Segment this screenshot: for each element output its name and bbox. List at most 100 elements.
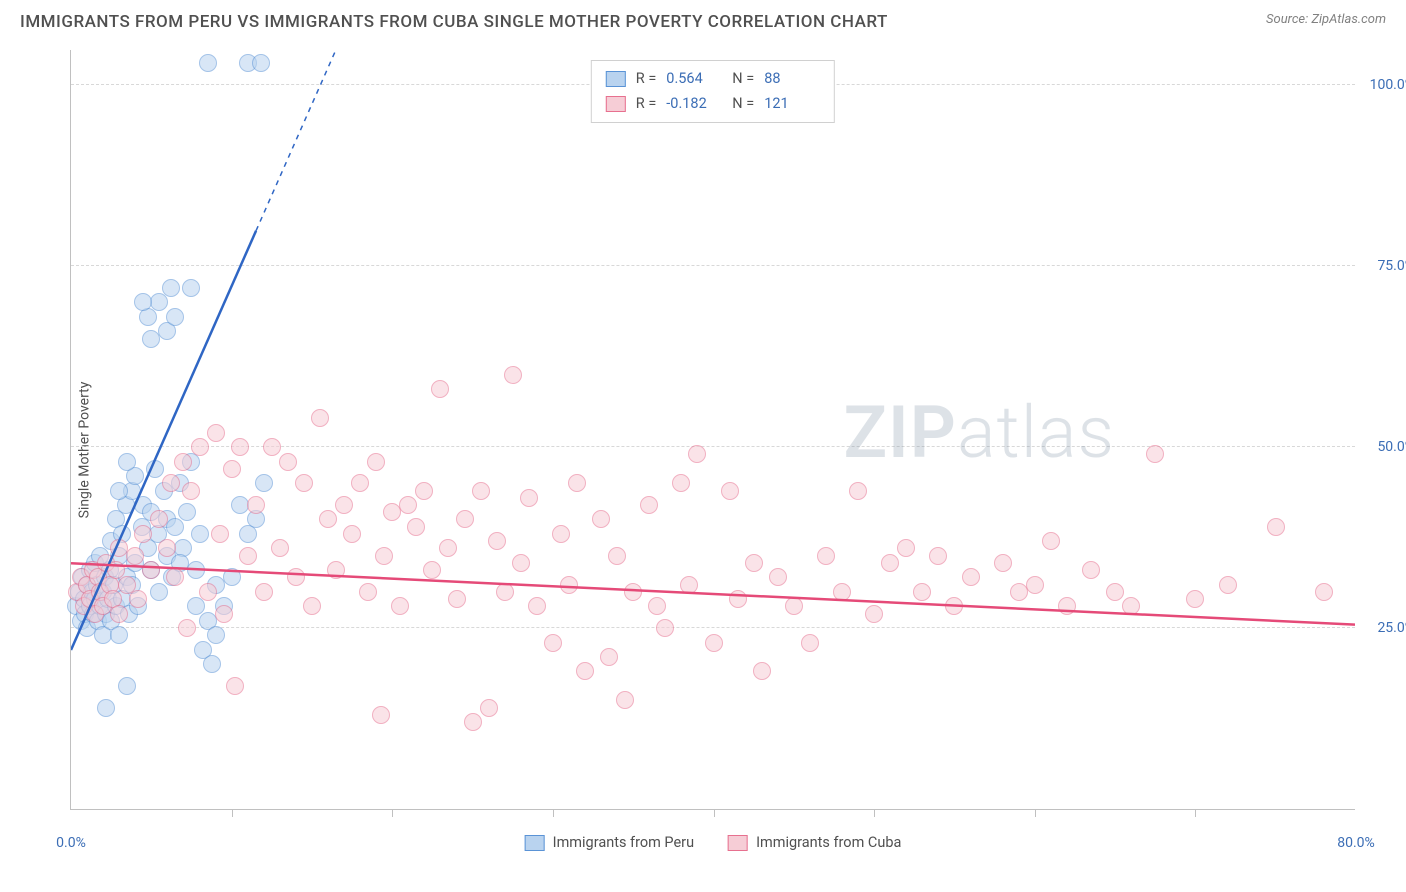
data-point	[528, 597, 546, 615]
data-point	[407, 518, 425, 536]
data-point	[252, 54, 270, 72]
x-tick	[553, 809, 554, 817]
x-tick	[232, 809, 233, 817]
x-tick	[1195, 809, 1196, 817]
data-point	[343, 525, 361, 543]
data-point	[1082, 561, 1100, 579]
data-point	[576, 662, 594, 680]
data-point	[271, 539, 289, 557]
data-point	[568, 474, 586, 492]
data-point	[126, 547, 144, 565]
r-value-peru: 0.564	[666, 67, 722, 92]
data-point	[480, 699, 498, 717]
data-point	[207, 626, 225, 644]
data-point	[391, 597, 409, 615]
series-legend: Immigrants from Peru Immigrants from Cub…	[525, 834, 902, 851]
data-point	[187, 561, 205, 579]
x-tick	[874, 809, 875, 817]
data-point	[801, 634, 819, 652]
swatch-cuba	[606, 96, 626, 112]
source-attribution: Source: ZipAtlas.com	[1266, 12, 1386, 27]
data-point	[158, 539, 176, 557]
data-point	[178, 503, 196, 521]
data-point	[150, 583, 168, 601]
y-tick-label: 75.0%	[1377, 258, 1406, 274]
data-point	[945, 597, 963, 615]
data-point	[520, 489, 538, 507]
data-point	[134, 293, 152, 311]
data-point	[239, 547, 257, 565]
data-point	[769, 568, 787, 586]
data-point	[1106, 583, 1124, 601]
data-point	[1122, 597, 1140, 615]
data-point	[705, 634, 723, 652]
data-point	[118, 677, 136, 695]
data-point	[560, 576, 578, 594]
n-label: N =	[732, 67, 754, 92]
data-point	[372, 706, 390, 724]
data-point	[464, 713, 482, 731]
data-point	[255, 583, 273, 601]
data-point	[162, 279, 180, 297]
data-point	[656, 619, 674, 637]
data-point	[897, 539, 915, 557]
data-point	[552, 525, 570, 543]
watermark-thin: atlas	[957, 390, 1115, 475]
data-point	[399, 496, 417, 514]
x-tick-label: 80.0%	[1337, 835, 1375, 851]
series-name-peru: Immigrants from Peru	[553, 834, 694, 851]
data-point	[423, 561, 441, 579]
data-point	[472, 482, 490, 500]
data-point	[311, 409, 329, 427]
data-point	[223, 460, 241, 478]
data-point	[166, 308, 184, 326]
y-tick-label: 100.0%	[1370, 77, 1406, 93]
trend-lines-layer	[71, 50, 1355, 809]
data-point	[211, 525, 229, 543]
data-point	[150, 293, 168, 311]
data-point	[223, 568, 241, 586]
data-point	[624, 583, 642, 601]
data-point	[817, 547, 835, 565]
data-point	[616, 691, 634, 709]
series-name-cuba: Immigrants from Cuba	[756, 834, 901, 851]
data-point	[496, 583, 514, 601]
data-point	[431, 380, 449, 398]
x-tick	[392, 809, 393, 817]
data-point	[199, 583, 217, 601]
data-point	[994, 554, 1012, 572]
data-point	[279, 453, 297, 471]
data-point	[504, 366, 522, 384]
data-point	[118, 453, 136, 471]
data-point	[142, 561, 160, 579]
data-point	[150, 510, 168, 528]
n-value-peru: 88	[764, 67, 820, 92]
data-point	[929, 547, 947, 565]
data-point	[648, 597, 666, 615]
data-point	[191, 525, 209, 543]
data-point	[1315, 583, 1333, 601]
data-point	[215, 605, 233, 623]
data-point	[849, 482, 867, 500]
data-point	[129, 590, 147, 608]
data-point	[367, 453, 385, 471]
gridline	[71, 265, 1355, 266]
swatch-cuba	[728, 835, 748, 851]
correlation-legend: R = 0.564 N = 88 R = -0.182 N = 121	[591, 60, 835, 123]
data-point	[913, 583, 931, 601]
data-point	[544, 634, 562, 652]
gridline	[71, 627, 1355, 628]
data-point	[226, 677, 244, 695]
watermark-bold: ZIP	[843, 390, 956, 475]
data-point	[415, 482, 433, 500]
data-point	[319, 510, 337, 528]
legend-row-cuba: R = -0.182 N = 121	[606, 92, 820, 117]
data-point	[203, 655, 221, 673]
data-point	[263, 438, 281, 456]
data-point	[1186, 590, 1204, 608]
data-point	[303, 597, 321, 615]
source-link[interactable]: ZipAtlas.com	[1311, 12, 1386, 27]
r-label: R =	[636, 67, 657, 92]
data-point	[1267, 518, 1285, 536]
x-tick	[714, 809, 715, 817]
